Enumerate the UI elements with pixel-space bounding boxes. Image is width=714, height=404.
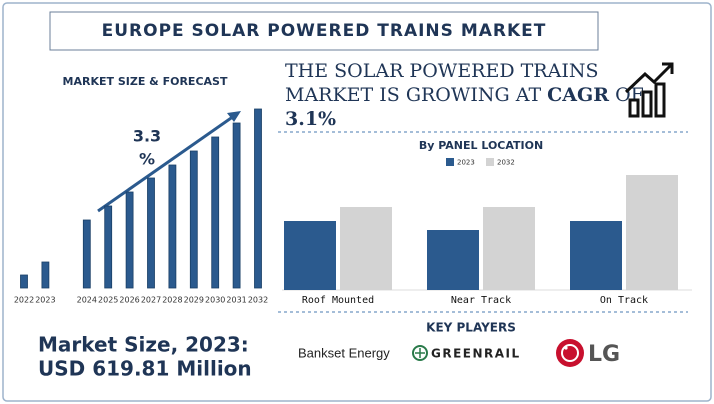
annotation: 3.3 <box>133 127 161 146</box>
trend-arrowhead <box>227 111 241 122</box>
x-tick-label: 2024 <box>77 296 97 305</box>
legend-label: 2023 <box>457 159 475 167</box>
x-tick-label: 2026 <box>119 296 139 305</box>
x-tick-label: 2028 <box>162 296 182 305</box>
bar <box>125 191 134 289</box>
player-logo: Bankset Energy <box>298 345 390 360</box>
bar <box>340 207 392 290</box>
bar <box>168 164 177 289</box>
title-box <box>49 11 599 51</box>
key-players-title: KEY PLAYERS <box>426 321 516 335</box>
trend-arrow <box>97 114 235 213</box>
chart-title: By PANEL LOCATION <box>419 139 543 152</box>
legend-swatch <box>486 158 494 166</box>
x-tick-label: Roof Mounted <box>302 295 374 306</box>
legend-label: 2032 <box>497 159 515 167</box>
legend-swatch <box>446 158 454 166</box>
headline-line: MARKET IS GROWING AT CAGR OF <box>285 84 644 106</box>
x-tick-label: Near Track <box>451 295 511 306</box>
x-tick-label: 2023 <box>35 296 55 305</box>
page-title: EUROPE SOLAR POWERED TRAINS MARKET <box>102 21 547 41</box>
headline-line: THE SOLAR POWERED TRAINS <box>285 60 598 82</box>
bar <box>254 108 262 289</box>
growth-icon <box>624 62 674 118</box>
bar <box>483 207 535 290</box>
market-size-label: Market Size, 2023: <box>38 333 249 357</box>
bar <box>284 221 336 290</box>
x-tick-label: 2022 <box>14 296 34 305</box>
bar <box>41 261 50 289</box>
x-tick-label: 2031 <box>226 296 246 305</box>
bar <box>189 150 198 289</box>
headline-text: MARKET IS GROWING AT <box>285 84 541 106</box>
bar <box>82 219 91 289</box>
bar <box>232 122 241 289</box>
headline-cagr: CAGR <box>547 84 609 106</box>
lg-icon <box>556 339 584 367</box>
bar <box>147 177 155 289</box>
chart-title: MARKET SIZE & FORECAST <box>63 75 228 88</box>
x-tick-label: 2032 <box>248 296 268 305</box>
x-tick-label: 2029 <box>184 296 204 305</box>
player-logo: LG <box>588 342 620 367</box>
x-tick-label: 2027 <box>141 296 161 305</box>
bar <box>427 230 479 290</box>
bar <box>104 205 113 289</box>
headline-rate: 3.1% <box>285 108 336 130</box>
bar <box>20 274 28 289</box>
bar <box>570 221 622 290</box>
bar <box>211 136 220 289</box>
x-tick-label: 2030 <box>205 296 225 305</box>
greenrail-icon <box>412 345 428 361</box>
market-size-value: USD 619.81 Million <box>38 357 252 381</box>
x-tick-label: 2025 <box>98 296 118 305</box>
annotation: % <box>139 150 155 169</box>
x-tick-label: On Track <box>600 295 648 306</box>
player-logo: GREENRAIL <box>431 347 521 361</box>
bar <box>626 175 678 290</box>
